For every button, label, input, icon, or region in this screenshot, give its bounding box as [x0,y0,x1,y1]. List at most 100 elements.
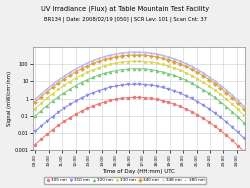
320 nm [225,105,228,108]
340 nm [196,71,199,74]
305 nm [184,108,187,110]
348 nm [173,58,176,60]
305 nm [103,101,106,103]
310 nm [74,100,77,102]
310 nm [109,86,112,88]
348 nm [219,85,222,87]
348 nm [138,51,141,54]
330 nm [213,89,216,91]
348 nm [40,93,42,96]
305 nm [219,129,222,132]
340 nm [161,57,164,59]
340 nm [103,58,106,61]
340 nm [74,71,77,73]
340 nm [92,62,94,64]
380 nm [161,54,164,56]
305 nm [225,134,228,136]
380 nm [213,80,216,82]
320 nm [120,68,124,71]
380 nm [40,93,42,95]
340 nm [115,55,118,58]
310 nm [138,83,141,85]
310 nm [236,131,239,133]
305 nm [40,138,42,140]
348 nm [225,89,228,92]
380 nm [120,52,124,54]
380 nm [132,51,135,53]
Line: 380 nm: 380 nm [34,51,245,107]
340 nm [173,61,176,63]
320 nm [103,72,106,74]
320 nm [92,76,94,78]
320 nm [213,96,216,99]
310 nm [178,92,182,94]
340 nm [45,91,48,93]
340 nm [213,83,216,85]
330 nm [120,61,124,63]
330 nm [126,60,129,63]
380 nm [208,75,210,78]
310 nm [115,85,118,87]
348 nm [178,60,182,63]
380 nm [57,79,60,81]
348 nm [167,56,170,58]
305 nm [236,144,239,147]
380 nm [196,68,199,70]
310 nm [161,86,164,89]
340 nm [86,65,89,67]
320 nm [196,85,199,87]
320 nm [74,85,77,87]
348 nm [34,99,37,101]
305 nm [213,125,216,127]
330 nm [167,65,170,67]
320 nm [178,77,182,79]
330 nm [190,74,193,77]
380 nm [225,89,228,91]
340 nm [132,54,135,56]
380 nm [68,71,71,73]
320 nm [236,116,239,118]
310 nm [126,83,129,86]
310 nm [86,94,89,96]
348 nm [161,55,164,57]
Line: 305 nm: 305 nm [34,96,245,153]
380 nm [230,94,234,96]
348 nm [98,58,100,60]
380 nm [178,60,182,62]
380 nm [80,65,83,67]
320 nm [138,68,141,70]
320 nm [115,69,118,72]
340 nm [63,78,66,80]
380 nm [190,65,193,67]
330 nm [68,80,71,83]
305 nm [45,133,48,136]
380 nm [167,56,170,58]
310 nm [57,111,60,113]
330 nm [34,107,37,110]
330 nm [242,114,245,116]
305 nm [63,120,66,123]
330 nm [92,69,94,71]
320 nm [40,110,42,112]
348 nm [109,54,112,57]
305 nm [132,96,135,99]
320 nm [230,111,234,113]
380 nm [144,51,147,53]
348 nm [208,76,210,78]
305 nm [74,113,77,115]
305 nm [202,117,204,119]
330 nm [132,60,135,62]
310 nm [225,121,228,123]
305 nm [126,96,129,99]
320 nm [45,105,48,107]
320 nm [63,92,66,94]
330 nm [80,74,83,76]
320 nm [208,92,210,95]
310 nm [208,108,210,110]
340 nm [242,108,245,110]
320 nm [86,79,89,81]
X-axis label: Time of Day (HH:mm) UTC: Time of Day (HH:mm) UTC [102,169,175,174]
330 nm [230,103,234,105]
310 nm [202,104,204,106]
340 nm [109,57,112,59]
